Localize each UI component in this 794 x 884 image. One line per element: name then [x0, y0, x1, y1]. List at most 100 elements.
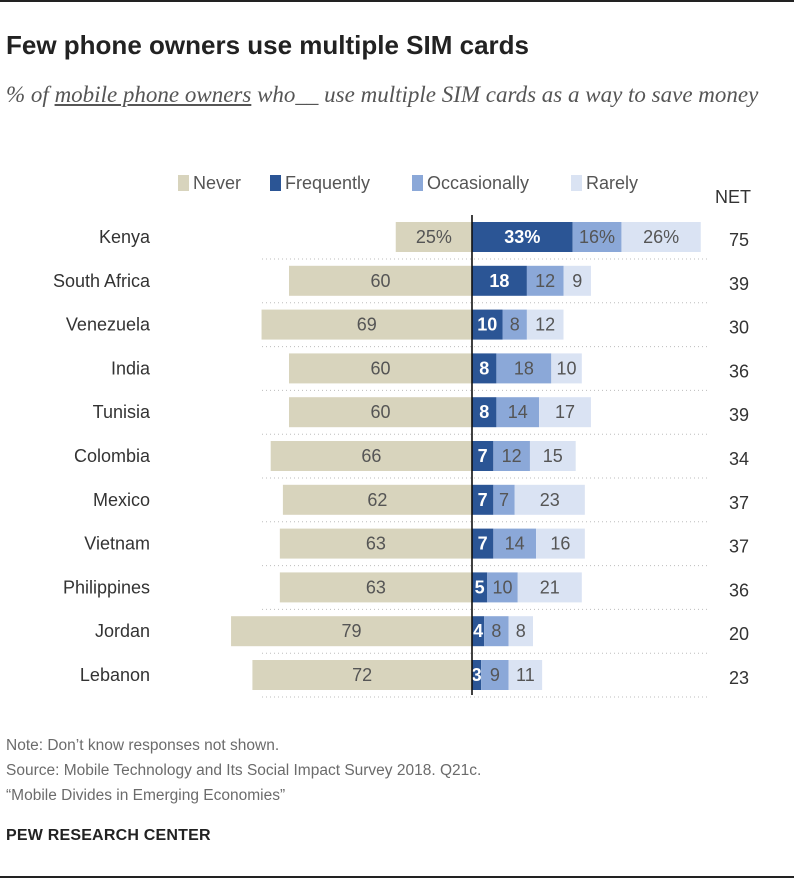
net-value-philippines: 36 [729, 580, 749, 600]
legend-swatch-never [178, 175, 189, 191]
bar-never-colombia [270, 441, 472, 471]
label-rarely-mexico: 23 [540, 490, 560, 510]
category-label-venezuela: Venezuela [66, 315, 151, 335]
legend-label-frequently: Frequently [285, 173, 370, 193]
label-rarely-colombia: 15 [543, 446, 563, 466]
subtitle-prefix: % of [6, 82, 55, 107]
label-never-philippines: 63 [366, 577, 386, 597]
bar-rarely-kenya [621, 222, 701, 252]
bar-frequently-kenya [472, 222, 573, 252]
category-label-india: India [111, 358, 151, 378]
legend-label-rarely: Rarely [586, 173, 638, 193]
label-rarely-lebanon: 11 [516, 665, 535, 685]
net-value-india: 36 [729, 361, 749, 381]
bar-occasionally-kenya [572, 222, 622, 252]
bar-never-kenya [395, 222, 472, 252]
bottom-rule [0, 876, 794, 878]
bar-occasionally-tunisia [496, 397, 540, 428]
label-never-india: 60 [370, 358, 390, 378]
brand-logo-text: PEW RESEARCH CENTER [6, 827, 211, 844]
label-occasionally-philippines: 10 [492, 577, 512, 597]
label-occasionally-tunisia: 14 [508, 402, 528, 422]
bar-occasionally-india [496, 353, 552, 384]
label-never-vietnam: 63 [366, 534, 386, 554]
bar-frequently-colombia [472, 441, 494, 471]
bar-never-lebanon [252, 660, 472, 690]
bar-occasionally-south-africa [526, 265, 564, 296]
net-value-kenya: 75 [729, 230, 749, 250]
legend-label-occasionally: Occasionally [427, 173, 529, 193]
label-frequently-tunisia: 8 [479, 402, 489, 422]
label-frequently-lebanon: 3 [472, 665, 482, 685]
bar-occasionally-vietnam [493, 528, 537, 559]
label-frequently-philippines: 5 [475, 577, 485, 597]
legend-swatch-frequently [270, 175, 281, 191]
category-label-vietnam: Vietnam [84, 534, 150, 554]
net-value-south-africa: 39 [729, 274, 749, 294]
label-rarely-tunisia: 17 [555, 402, 575, 422]
label-rarely-jordan: 8 [516, 621, 526, 641]
label-frequently-kenya: 33% [504, 227, 540, 247]
bar-rarely-colombia [529, 441, 576, 471]
net-value-colombia: 34 [729, 449, 749, 469]
bar-frequently-mexico [472, 484, 494, 515]
legend-swatch-rarely [571, 175, 582, 191]
net-value-venezuela: 30 [729, 318, 749, 338]
bar-never-philippines [279, 572, 472, 603]
label-frequently-vietnam: 7 [478, 534, 488, 554]
bar-rarely-philippines [517, 572, 582, 603]
category-label-tunisia: Tunisia [93, 402, 151, 422]
footer-note: Note: Don’t know responses not shown. [6, 737, 280, 754]
label-occasionally-jordan: 8 [491, 621, 501, 641]
label-never-mexico: 62 [367, 490, 387, 510]
bar-never-venezuela [261, 309, 472, 340]
net-value-tunisia: 39 [729, 405, 749, 425]
label-never-south-africa: 60 [370, 271, 390, 291]
label-occasionally-south-africa: 12 [535, 271, 555, 291]
category-label-jordan: Jordan [95, 621, 150, 641]
label-occasionally-kenya: 16% [579, 227, 615, 247]
label-occasionally-venezuela: 8 [510, 315, 520, 335]
label-occasionally-colombia: 12 [502, 446, 522, 466]
net-value-vietnam: 37 [729, 537, 749, 557]
label-occasionally-vietnam: 14 [505, 534, 525, 554]
subtitle-suffix: who__ use multiple SIM cards as a way to… [251, 82, 759, 107]
bar-rarely-venezuela [526, 309, 564, 340]
label-frequently-colombia: 7 [478, 446, 488, 466]
label-rarely-india: 10 [557, 358, 577, 378]
label-occasionally-lebanon: 9 [490, 665, 500, 685]
net-value-lebanon: 23 [729, 668, 749, 688]
bar-occasionally-lebanon [481, 660, 509, 690]
stacked-bar-chart: Never Frequently Occasionally Rarely NET Keny… [53, 173, 751, 698]
label-frequently-india: 8 [479, 358, 489, 378]
category-label-colombia: Colombia [74, 446, 151, 466]
chart-title: Few phone owners use multiple SIM cards [6, 30, 529, 60]
label-occasionally-india: 18 [514, 358, 534, 378]
bar-never-vietnam [279, 528, 472, 559]
bar-frequently-jordan [472, 616, 485, 647]
chart-subtitle: % of mobile phone owners who__ use multi… [6, 78, 766, 112]
bar-occasionally-venezuela [502, 309, 527, 340]
net-header: NET [715, 187, 751, 207]
bar-frequently-tunisia [472, 397, 497, 428]
bar-rarely-mexico [514, 484, 585, 515]
label-never-lebanon: 72 [352, 665, 372, 685]
label-never-venezuela: 69 [357, 315, 377, 335]
label-frequently-south-africa: 18 [489, 271, 509, 291]
bar-frequently-philippines [472, 572, 488, 603]
category-label-kenya: Kenya [99, 227, 151, 247]
bar-rarely-jordan [508, 616, 533, 647]
net-value-mexico: 37 [729, 493, 749, 513]
bar-frequently-india [472, 353, 497, 384]
label-frequently-jordan: 4 [473, 621, 483, 641]
bar-frequently-venezuela [472, 309, 503, 340]
label-frequently-venezuela: 10 [477, 315, 497, 335]
bar-never-tunisia [289, 397, 472, 428]
label-rarely-venezuela: 12 [535, 315, 555, 335]
top-rule [0, 0, 794, 2]
bar-never-mexico [282, 484, 472, 515]
category-label-lebanon: Lebanon [80, 665, 150, 685]
footer-report: “Mobile Divides in Emerging Economies” [6, 787, 286, 804]
label-never-jordan: 79 [342, 621, 362, 641]
net-value-jordan: 20 [729, 624, 749, 644]
